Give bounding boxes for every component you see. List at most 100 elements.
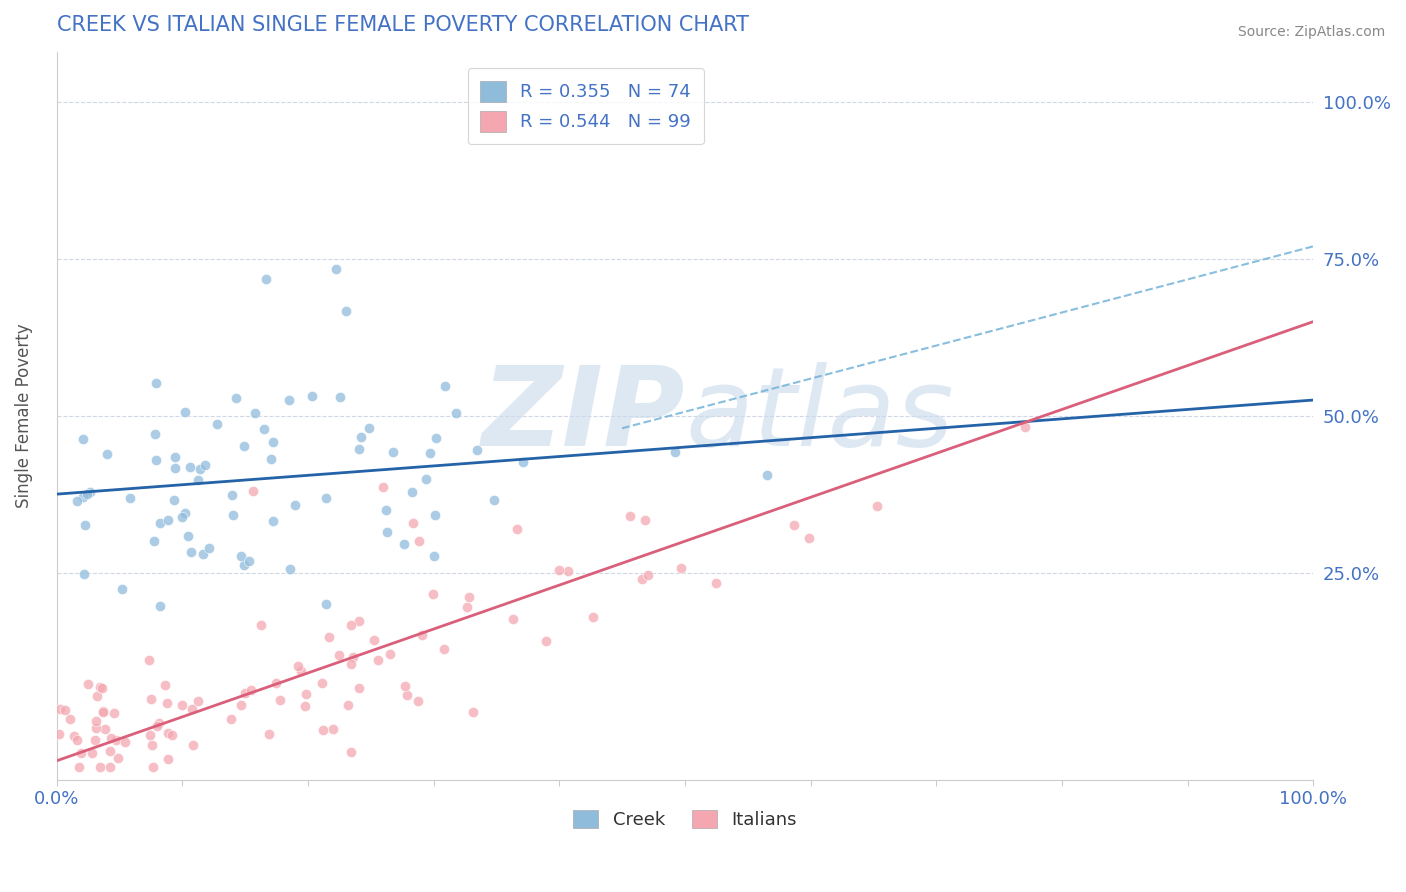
Point <box>269 693 291 707</box>
Point <box>406 694 429 708</box>
Point <box>177 528 200 542</box>
Point <box>419 446 441 460</box>
Point <box>634 513 657 527</box>
Point <box>173 506 195 520</box>
Point <box>347 681 370 696</box>
Point <box>245 406 267 420</box>
Point <box>294 698 316 713</box>
Point <box>69 746 91 760</box>
Point <box>257 727 280 741</box>
Point <box>783 518 806 533</box>
Point <box>311 676 333 690</box>
Point <box>233 685 256 699</box>
Point <box>89 681 111 695</box>
Point <box>315 491 337 505</box>
Point <box>86 721 108 735</box>
Point <box>266 676 288 690</box>
Point <box>187 694 209 708</box>
Point <box>156 696 179 710</box>
Point <box>149 516 172 531</box>
Point <box>138 653 160 667</box>
Point <box>72 566 94 581</box>
Point <box>374 503 396 517</box>
Point <box>205 417 228 432</box>
Point <box>664 445 686 459</box>
Point <box>66 733 89 747</box>
Point <box>72 490 94 504</box>
Point <box>107 751 129 765</box>
Point <box>866 499 889 513</box>
Point <box>401 484 423 499</box>
Point <box>422 587 444 601</box>
Point <box>350 430 373 444</box>
Point <box>221 487 243 501</box>
Point <box>328 648 350 663</box>
Point <box>67 760 90 774</box>
Point <box>408 534 430 549</box>
Point <box>755 468 778 483</box>
Point <box>86 689 108 703</box>
Point <box>48 727 70 741</box>
Point <box>506 522 529 536</box>
Point <box>58 712 80 726</box>
Point <box>179 459 201 474</box>
Point <box>433 642 456 657</box>
Point <box>188 462 211 476</box>
Point <box>198 541 221 556</box>
Point <box>170 698 193 713</box>
Point <box>797 531 820 545</box>
Point <box>287 659 309 673</box>
Point <box>254 272 277 286</box>
Point <box>284 499 307 513</box>
Point <box>423 549 446 563</box>
Point <box>557 565 579 579</box>
Point <box>141 739 163 753</box>
Point <box>153 678 176 692</box>
Point <box>502 612 524 626</box>
Point <box>229 698 252 712</box>
Point <box>232 440 254 454</box>
Point <box>187 473 209 487</box>
Point <box>242 483 264 498</box>
Point <box>671 561 693 575</box>
Legend: Creek, Italians: Creek, Italians <box>565 802 804 836</box>
Point <box>91 681 114 695</box>
Point <box>367 653 389 667</box>
Point <box>619 508 641 523</box>
Point <box>290 664 312 678</box>
Point <box>411 628 433 642</box>
Point <box>456 599 478 614</box>
Point <box>145 719 167 733</box>
Point <box>262 514 284 528</box>
Point <box>461 706 484 720</box>
Point <box>396 688 419 702</box>
Point <box>335 304 357 318</box>
Point <box>340 617 363 632</box>
Point <box>165 450 187 465</box>
Point <box>337 698 360 712</box>
Point <box>311 723 333 738</box>
Point <box>233 558 256 572</box>
Point <box>482 493 505 508</box>
Point <box>104 732 127 747</box>
Point <box>444 406 467 420</box>
Point <box>402 516 425 530</box>
Point <box>157 726 180 740</box>
Point <box>79 485 101 500</box>
Point <box>548 563 571 577</box>
Point <box>340 745 363 759</box>
Point <box>458 591 481 605</box>
Point <box>381 444 404 458</box>
Point <box>425 430 447 444</box>
Point <box>249 617 271 632</box>
Point <box>194 458 217 472</box>
Point <box>148 599 170 614</box>
Point <box>347 614 370 628</box>
Point <box>415 472 437 486</box>
Point <box>465 443 488 458</box>
Point <box>180 702 202 716</box>
Point <box>315 597 337 611</box>
Point <box>143 427 166 442</box>
Point <box>340 657 363 671</box>
Point <box>170 509 193 524</box>
